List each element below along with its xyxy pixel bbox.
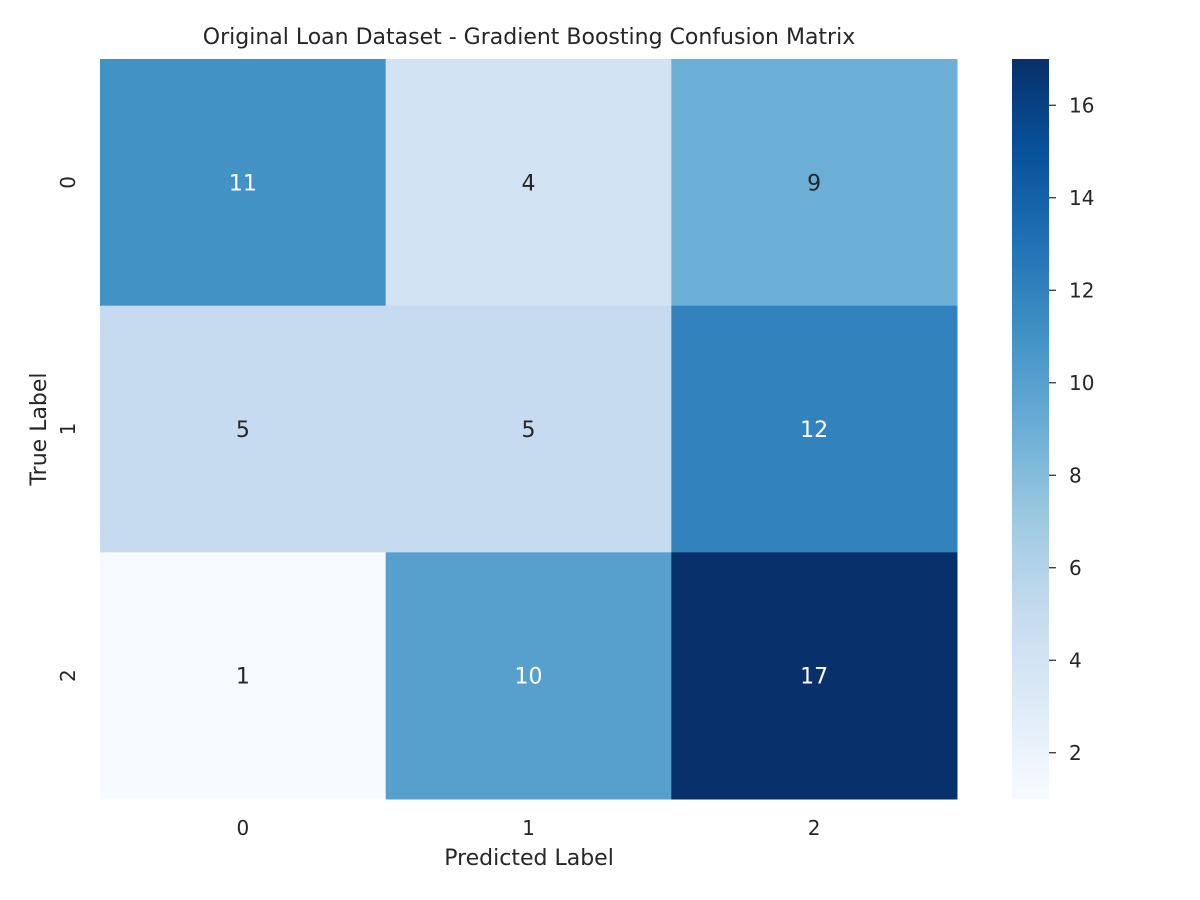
heatmap-cell [671,59,958,307]
heatmap-cell [671,552,958,800]
heatmap-cell [100,552,387,800]
heatmap-cell-value: 5 [236,418,250,443]
x-axis-label: Predicted Label [444,846,614,871]
heatmap-cell [385,59,672,307]
chart-title: Original Loan Dataset - Gradient Boostin… [203,25,855,50]
x-tick-label: 2 [808,816,821,840]
heatmap-cell-value: 4 [522,171,536,196]
colorbar-ticks: 2 4 6 8 10 12 14 16 [1049,93,1094,765]
y-axis-ticks: 0 1 2 [56,176,80,682]
colorbar-tick-label: 4 [1069,648,1082,672]
colorbar-tick-label: 14 [1069,186,1094,210]
x-axis-ticks: 0 1 2 [236,816,820,840]
colorbar-tick-label: 10 [1069,371,1094,395]
heatmap-cell-value: 5 [522,418,536,443]
colorbar-tick-label: 2 [1069,741,1082,765]
y-tick-label: 1 [56,423,80,436]
x-tick-label: 0 [236,816,249,840]
heatmap-cell-value: 12 [800,418,828,443]
heatmap-cell [671,305,958,553]
colorbar-tick-label: 6 [1069,556,1082,580]
heatmap-cell [100,59,387,307]
heatmap-cell-value: 17 [800,665,828,690]
heatmap-cell-value: 11 [229,171,257,196]
y-tick-label: 0 [56,176,80,189]
heatmap-cell [385,552,672,800]
colorbar-tick-label: 12 [1069,278,1094,302]
colorbar-tick-label: 8 [1069,463,1082,487]
y-axis-label: True Label [27,372,52,486]
heatmap-cell [385,305,672,553]
heatmap-cell-value: 9 [807,171,821,196]
heatmap-cell [100,305,387,553]
heatmap-cell-value: 1 [236,665,250,690]
colorbar-tick-label: 16 [1069,93,1094,117]
heatmap-cells: 11 4 9 5 5 12 1 10 17 [100,59,958,800]
colorbar-gradient [1012,59,1049,799]
x-tick-label: 1 [522,816,535,840]
y-tick-label: 2 [56,669,80,682]
colorbar: 2 4 6 8 10 12 14 16 [1012,59,1094,799]
heatmap-cell-value: 10 [515,665,543,690]
